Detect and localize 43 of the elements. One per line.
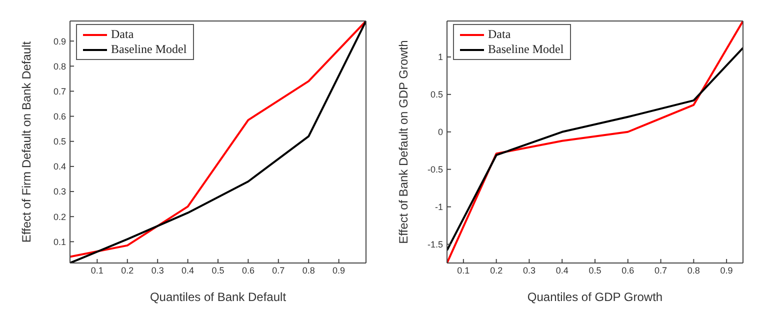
x-tick-label: 0.4	[556, 265, 568, 276]
y-axis-title: Effect of Bank Default on GDP Growth	[396, 40, 410, 244]
y-tick-label: 0.7	[53, 86, 66, 96]
y-tick-label: 0.9	[53, 36, 66, 46]
y-tick-label: 1	[438, 52, 443, 62]
x-tick-label: 0.3	[522, 265, 536, 276]
x-tick-label: 0.5	[212, 265, 224, 276]
x-tick-label: 0.5	[588, 265, 602, 276]
y-tick-label: 0.3	[53, 186, 66, 197]
y-tick-label: 0	[438, 127, 443, 138]
x-tick-label: 0.4	[182, 265, 194, 276]
y-tick-label: 0.2	[53, 212, 66, 222]
x-tick-label: 0.8	[687, 265, 700, 276]
x-tick-label: 0.8	[302, 265, 315, 276]
y-axis-title: Effect of Firm Default on Bank Default	[19, 40, 34, 243]
x-tick-label: 0.2	[490, 265, 503, 276]
x-tick-label: 0.1	[457, 265, 470, 276]
y-tick-label: -1	[434, 202, 443, 212]
y-tick-label: 0.6	[53, 111, 66, 122]
y-tick-label: 0.5	[53, 136, 66, 147]
y-tick-label: 0.8	[53, 61, 66, 72]
x-tick-label: 0.9	[332, 265, 346, 276]
x-tick-label: 0.3	[151, 265, 164, 276]
legend-label: Baseline Model	[488, 42, 564, 57]
y-tick-label: 0.1	[53, 236, 66, 247]
x-tick-label: 0.7	[272, 265, 285, 276]
legend-label: Data	[488, 27, 511, 42]
y-tick-label: 0.5	[430, 90, 443, 100]
x-tick-label: 0.1	[90, 265, 104, 276]
x-tick-label: 0.6	[242, 265, 254, 276]
x-tick-label: 0.7	[654, 265, 668, 276]
y-tick-label: 0.4	[53, 162, 66, 172]
legend-label: Data	[111, 27, 134, 42]
y-tick-label: -1.5	[427, 239, 443, 250]
y-tick-label: -0.5	[427, 164, 443, 175]
x-tick-label: 0.2	[121, 265, 134, 276]
line-series	[447, 46, 743, 252]
x-axis-title: Quantiles of GDP Growth	[527, 290, 663, 304]
line-series	[447, 21, 743, 263]
x-axis-title: Quantiles of Bank Default	[150, 290, 287, 304]
x-tick-label: 0.6	[622, 265, 634, 276]
legend-label: Baseline Model	[111, 42, 187, 57]
x-tick-label: 0.9	[720, 265, 733, 276]
